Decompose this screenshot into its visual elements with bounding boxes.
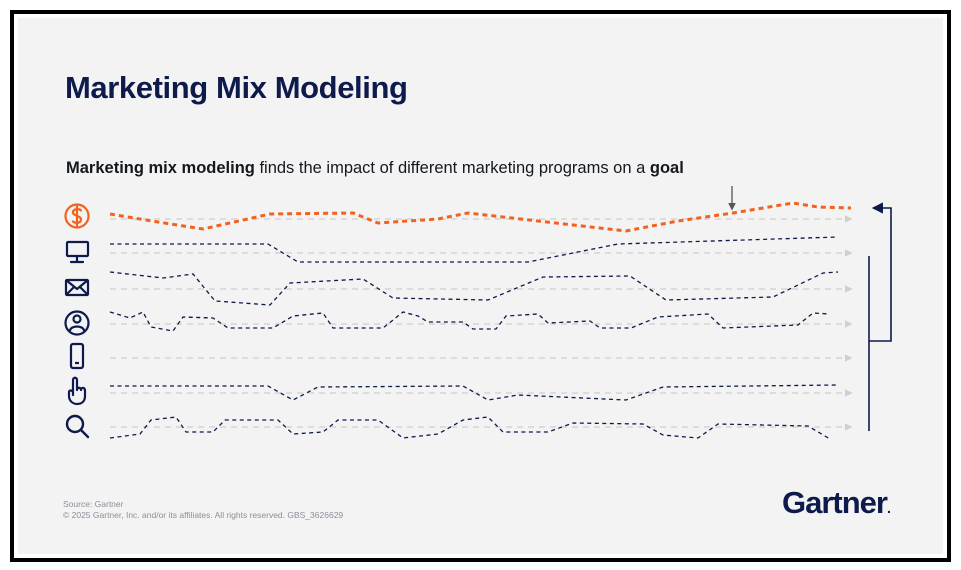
copyright-note: © 2025 Gartner, Inc. and/or its affiliat… [63,510,344,520]
channel-line-search [109,416,831,440]
channel-line-email [109,271,839,306]
footer: Source: Gartner © 2025 Gartner, Inc. and… [63,499,343,521]
subtitle-bold-lead: Marketing mix modeling [66,159,255,177]
infographic-card: Marketing Mix Modeling Marketing mix mod… [18,18,943,554]
dollar-circle-icon [64,203,90,229]
subtitle: Marketing mix modeling finds the impact … [66,159,684,178]
gartner-logo: Gartner. [782,485,891,521]
envelope-icon [64,278,90,297]
page-title: Marketing Mix Modeling [65,70,408,105]
image-frame: Marketing Mix Modeling Marketing mix mod… [10,10,951,562]
channel-line-tv [110,236,839,263]
monitor-icon [65,240,90,264]
subtitle-goal-word: goal [649,159,684,177]
magnifier-icon [65,414,90,439]
logo-dot: . [886,500,891,516]
pointer-finger-icon [67,376,87,406]
channel-lines [109,236,839,440]
smartphone-icon [69,342,85,370]
feedback-bracket [868,202,892,431]
subtitle-middle: finds the impact of different marketing … [254,159,650,177]
channel-line-social [109,311,831,332]
source-note: Source: Gartner [63,499,124,509]
person-circle-icon [64,310,90,336]
mix-diagram [64,186,892,440]
baselines [110,215,853,431]
goal-line [109,201,852,233]
logo-text: Gartner [782,485,888,520]
